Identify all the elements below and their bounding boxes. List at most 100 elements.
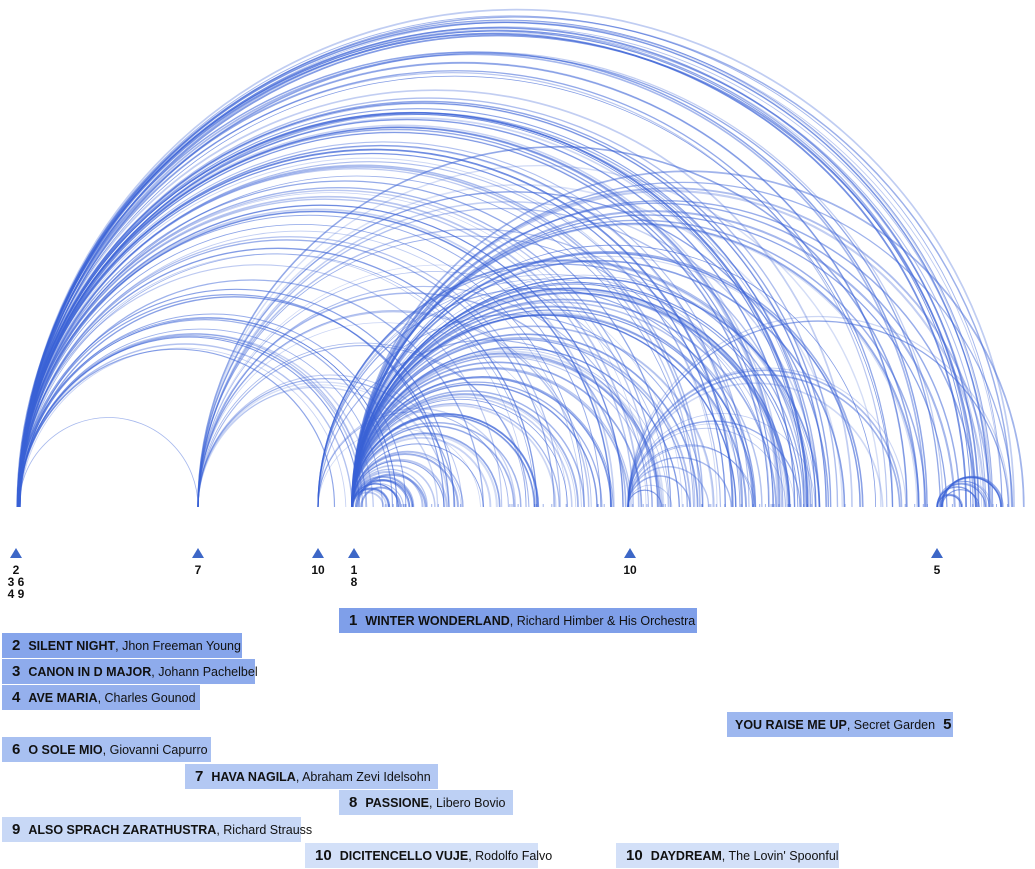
connection-arc <box>351 313 748 508</box>
connection-arc <box>18 230 582 508</box>
connection-arc <box>18 34 977 508</box>
song-artist: , Giovanni Capurro <box>102 743 208 757</box>
connection-arc <box>19 118 796 508</box>
connection-arc <box>197 322 568 508</box>
connection-arc <box>197 345 530 508</box>
song-artist: , Libero Bovio <box>429 796 506 810</box>
connection-arc <box>627 427 787 508</box>
song-title: CANON IN D MAJOR <box>28 665 152 679</box>
connection-arc <box>197 228 755 508</box>
connection-arc <box>17 180 672 508</box>
connection-arc <box>936 483 987 508</box>
song-10-dicitencello: 10 DICITENCELLO VUJE, Rodolfo Falvo <box>305 843 552 868</box>
song-artist: , Jhon Freeman Young <box>115 639 241 653</box>
connection-arc <box>16 198 634 508</box>
song-2: 2 SILENT NIGHT, Jhon Freeman Young <box>2 633 242 658</box>
connection-arc <box>351 390 585 508</box>
song-title: ALSO SPRACH ZARATHUSTRA <box>28 823 217 837</box>
connection-arc <box>351 393 579 508</box>
marker-triangle-icon <box>10 548 22 558</box>
marker-5: 5 <box>917 548 957 576</box>
connection-arc <box>18 157 718 508</box>
connection-arc <box>351 283 799 508</box>
connection-arc <box>317 273 784 508</box>
connection-arc <box>17 102 827 508</box>
connection-arc <box>17 127 778 508</box>
song-3: 3 CANON IN D MAJOR, Johann Pachelbel <box>2 659 258 684</box>
connection-arc <box>18 21 990 508</box>
connection-arc <box>197 374 463 508</box>
connection-arc <box>351 450 464 508</box>
song-title: SILENT NIGHT <box>28 639 116 653</box>
connection-arc <box>627 320 1010 508</box>
connection-arc <box>351 453 460 508</box>
connection-arc <box>627 445 756 508</box>
connection-arc <box>627 315 1010 508</box>
connection-arc <box>17 208 615 508</box>
connection-arc <box>197 164 882 508</box>
connection-arc <box>18 348 336 508</box>
song-10-daydream: 10 DAYDREAM, The Lovin' Spoonful <box>616 843 839 868</box>
connection-arc <box>351 432 501 508</box>
arc-diagram <box>16 8 1025 508</box>
connection-arc <box>17 189 653 508</box>
song-rank: 1 <box>349 612 358 629</box>
connection-arc <box>17 195 640 508</box>
connection-arc <box>351 394 577 508</box>
connection-arc <box>350 189 986 508</box>
connection-arc <box>17 148 734 508</box>
connection-arc <box>627 489 662 508</box>
connection-arc <box>18 224 585 508</box>
song-title: HAVA NAGILA <box>211 770 296 784</box>
song-rank: 9 <box>12 821 21 838</box>
connection-arc <box>197 271 670 508</box>
connection-arc <box>351 259 846 508</box>
marker-2-3-4-6-9: 2 3 6 4 9 <box>0 548 36 600</box>
connection-arc <box>18 334 364 508</box>
connection-arc <box>16 214 602 508</box>
connection-arc <box>197 201 821 508</box>
connection-arc <box>18 417 199 508</box>
connection-arc <box>627 367 907 508</box>
connection-arc <box>351 314 737 508</box>
connection-arc <box>18 333 367 508</box>
connection-arc <box>627 382 884 508</box>
connection-arc <box>351 436 492 508</box>
connection-arc <box>937 482 986 508</box>
connection-arc <box>627 466 710 508</box>
song-7: 7 HAVA NAGILA, Abraham Zevi Idelsohn <box>185 764 438 789</box>
connection-arc <box>941 477 1002 508</box>
connection-arc <box>936 493 963 508</box>
marker-label: 5 <box>933 563 941 577</box>
song-rank: 3 <box>12 663 21 680</box>
song-9: 9 ALSO SPRACH ZARATHUSTRA, Richard Straus… <box>2 817 312 842</box>
connection-arc <box>197 381 449 508</box>
connection-arc <box>197 310 590 508</box>
song-title: DICITENCELLO VUJE <box>339 849 469 863</box>
connection-arc <box>627 420 801 508</box>
song-rank: 2 <box>12 637 21 654</box>
connection-arc <box>352 476 414 508</box>
song-artist: , Abraham Zevi Idelsohn <box>295 770 431 784</box>
connection-arc <box>197 384 450 508</box>
song-6: 6 O SOLE MIO, Giovanni Capurro <box>2 737 211 762</box>
song-rank: 7 <box>195 768 204 785</box>
connection-arc <box>16 117 809 508</box>
connection-arc <box>197 386 439 508</box>
connection-arc <box>197 378 456 508</box>
connection-arc <box>18 15 1003 508</box>
song-title: WINTER WONDERLAND <box>365 614 510 628</box>
connection-arc <box>936 480 990 508</box>
connection-arc <box>18 124 784 508</box>
connection-arc <box>351 214 948 508</box>
connection-arc <box>197 342 527 508</box>
connection-arc <box>627 489 663 508</box>
connection-arc <box>351 487 390 508</box>
song-rank: 6 <box>12 741 21 758</box>
connection-arc <box>18 164 704 508</box>
connection-arc <box>18 32 967 508</box>
connection-arc <box>627 413 816 508</box>
connection-arc <box>18 294 445 508</box>
connection-arc <box>317 411 509 508</box>
connection-arc <box>197 184 844 508</box>
